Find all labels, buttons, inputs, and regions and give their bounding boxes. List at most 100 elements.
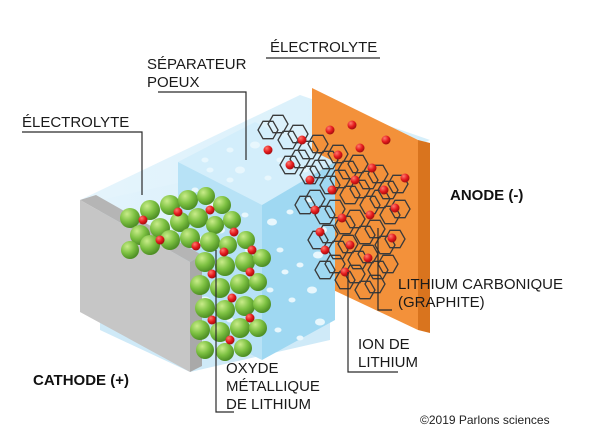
lithium-ion: [207, 315, 217, 325]
oxide-sphere: [215, 256, 235, 276]
separator-pore: [313, 251, 323, 259]
separator-pore: [191, 187, 199, 193]
oxide-sphere: [197, 187, 215, 205]
anode-plate-side: [418, 140, 430, 333]
anode-plate-front: [312, 88, 418, 330]
graphite-hexagon: [384, 229, 406, 249]
lithium-ion: [325, 125, 335, 135]
oxide-sphere: [249, 319, 267, 337]
label-graphite-2: (GRAPHITE): [398, 294, 485, 311]
lithium-ion: [205, 205, 215, 215]
graphite-hexagon: [357, 244, 379, 264]
graphite-hexagon: [347, 154, 369, 174]
lithium-ion: [345, 240, 355, 250]
oxide-sphere: [206, 216, 224, 234]
graphite-hexagon: [349, 179, 371, 199]
label-graphite: LITHIUM CARBONIQUE: [398, 276, 563, 293]
separator-pore: [286, 209, 294, 215]
lithium-ion: [333, 150, 343, 160]
leader-ion: [347, 272, 398, 373]
lithium-ion: [225, 335, 235, 345]
oxide-sphere: [140, 200, 160, 220]
lithium-ion: [355, 143, 365, 153]
lithium-ion: [297, 135, 307, 145]
graphite-hexagon: [334, 270, 356, 290]
graphite-hexagon: [289, 149, 311, 169]
graphite-hexagon: [329, 169, 351, 189]
separator-pore: [226, 147, 234, 153]
lithium-ion: [310, 205, 320, 215]
lithium-ion: [340, 267, 350, 277]
lithium-ion: [400, 173, 410, 183]
oxide-sphere: [235, 252, 255, 272]
graphite-hexagon: [327, 144, 349, 164]
oxide-sphere: [230, 274, 250, 294]
copyright-notice: ©2019 Parlons sciences: [420, 413, 550, 427]
oxide-sphere: [178, 190, 198, 210]
leader-oxide: [215, 250, 234, 413]
separator-pore: [206, 167, 214, 173]
oxide-sphere: [170, 212, 190, 232]
label-ion-2: LITHIUM: [358, 354, 418, 371]
oxide-sphere: [235, 296, 255, 316]
graphite-hexagon: [367, 260, 389, 280]
oxide-sphere: [210, 322, 230, 342]
lithium-ion: [245, 267, 255, 277]
oxide-sphere: [237, 231, 255, 249]
separator-pore: [274, 327, 282, 333]
lithium-ion: [327, 185, 337, 195]
leader-graphite: [377, 228, 392, 311]
label-cathode: CATHODE (+): [33, 372, 129, 389]
oxide-sphere: [210, 278, 230, 298]
lithium-ion: [350, 175, 360, 185]
separator-pore: [201, 157, 209, 163]
separator-pore: [267, 218, 277, 226]
label-anode: ANODE (-): [450, 187, 523, 204]
oxide-sphere: [195, 298, 215, 318]
oxide-sphere: [253, 249, 271, 267]
lithium-ion: [320, 245, 330, 255]
separator-pore: [296, 335, 304, 341]
lithium-ion: [207, 269, 217, 279]
separator-pore: [266, 287, 274, 293]
lithium-ion: [263, 145, 273, 155]
lithium-ion: [347, 120, 357, 130]
oxide-sphere: [215, 300, 235, 320]
lithium-ion: [379, 185, 389, 195]
graphite-hexagon: [257, 120, 279, 140]
graphite-hexagon: [354, 280, 376, 300]
metal-oxide-particles: [120, 187, 271, 361]
label-ion: ION DE: [358, 336, 410, 353]
separator-pore: [288, 297, 296, 303]
label-separator-2: POEUX: [147, 74, 200, 91]
lithium-ion: [245, 313, 255, 323]
lithium-ion: [285, 160, 295, 170]
lithium-ion: [337, 213, 347, 223]
lithium-ion: [191, 241, 201, 251]
lithium-ion: [247, 245, 257, 255]
graphite-hexagon: [389, 199, 411, 219]
graphite-hexagon: [294, 195, 316, 215]
oxide-sphere: [190, 275, 210, 295]
graphite-hexagon: [319, 175, 341, 195]
oxide-sphere: [213, 196, 231, 214]
graphite-hexagon: [314, 260, 336, 280]
graphite-hexagon: [277, 130, 299, 150]
graphite-lattice: [257, 114, 411, 300]
graphite-hexagon: [299, 165, 321, 185]
label-oxide-2: MÉTALLIQUE: [226, 378, 320, 395]
label-electrolyte-left: ÉLECTROLYTE: [22, 114, 129, 131]
lithium-ion: [229, 227, 239, 237]
graphite-hexagon: [304, 189, 326, 209]
graphite-hexagon: [367, 164, 389, 184]
lithium-ion: [387, 233, 397, 243]
graphite-hexagon: [324, 254, 346, 274]
graphite-hexagon: [364, 274, 386, 294]
separator-pore: [307, 286, 317, 294]
separator-pore: [276, 247, 284, 253]
leader-electrolyte-left: [22, 131, 143, 195]
oxide-sphere: [160, 230, 180, 250]
graphite-hexagon: [267, 114, 289, 134]
